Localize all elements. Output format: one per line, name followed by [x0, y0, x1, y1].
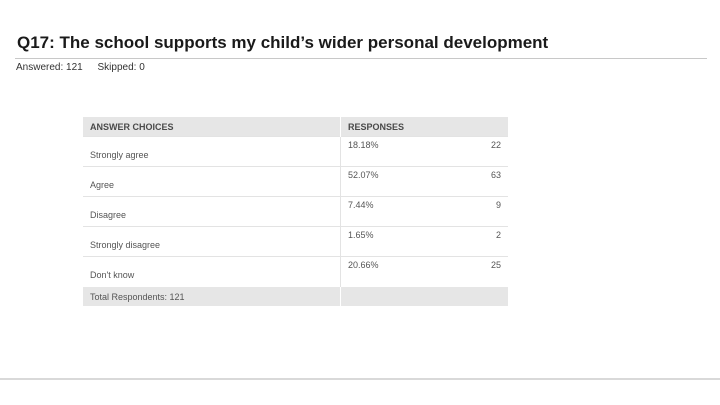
title-divider — [15, 58, 707, 59]
choice-label: Don't know — [83, 256, 341, 287]
table-row: Strongly disagree 1.65% 2 — [83, 226, 508, 257]
question-title: Q17: The school supports my child’s wide… — [17, 33, 549, 52]
answered-count: Answered: 121 — [16, 62, 83, 73]
choice-label: Strongly disagree — [83, 226, 341, 257]
answer-choices-header: ANSWER CHOICES — [83, 117, 341, 137]
total-row: Total Respondents: 121 — [83, 286, 508, 306]
response-count: 63 — [445, 166, 508, 197]
response-count: 25 — [445, 256, 508, 287]
response-summary: Answered: 121 Skipped: 0 — [16, 62, 145, 73]
table-row: Don't know 20.66% 25 — [83, 256, 508, 287]
response-percent: 20.66% — [340, 256, 445, 287]
footer-divider — [0, 378, 720, 380]
table-header-row: ANSWER CHOICES RESPONSES — [83, 117, 508, 137]
total-blank-cell — [340, 286, 508, 306]
response-percent: 1.65% — [340, 226, 445, 257]
response-count: 9 — [445, 196, 508, 227]
response-count: 22 — [445, 136, 508, 167]
choice-label: Strongly agree — [83, 136, 341, 167]
response-percent: 7.44% — [340, 196, 445, 227]
results-table: ANSWER CHOICES RESPONSES Strongly agree … — [83, 117, 508, 306]
table-row: Agree 52.07% 63 — [83, 166, 508, 197]
choice-label: Agree — [83, 166, 341, 197]
response-percent: 18.18% — [340, 136, 445, 167]
skipped-count: Skipped: 0 — [97, 62, 145, 73]
response-count: 2 — [445, 226, 508, 257]
choice-label: Disagree — [83, 196, 341, 227]
response-percent: 52.07% — [340, 166, 445, 197]
total-respondents: Total Respondents: 121 — [83, 286, 341, 306]
responses-header: RESPONSES — [340, 117, 508, 137]
table-row: Disagree 7.44% 9 — [83, 196, 508, 227]
table-row: Strongly agree 18.18% 22 — [83, 136, 508, 167]
